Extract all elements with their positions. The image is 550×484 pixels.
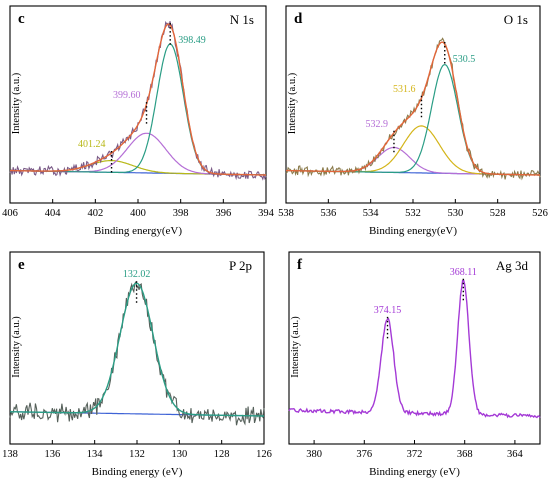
x-tick-label: 534 [363, 208, 380, 219]
x-tick-label: 528 [490, 208, 506, 219]
element-label: Ag 3d [496, 258, 529, 273]
component-peak-line [10, 132, 266, 176]
x-tick-label: 404 [45, 208, 62, 219]
x-tick-label: 368 [457, 449, 473, 460]
peak-label: 530.5 [453, 54, 476, 65]
envelope-fit-line [286, 41, 540, 176]
peak-label: 531.6 [393, 84, 416, 95]
x-axis-label: Binding energy(eV) [369, 225, 457, 237]
x-axis-label: Binding energy (eV) [369, 466, 460, 478]
x-tick-label: 530 [447, 208, 463, 219]
peak-label: 401.24 [78, 139, 106, 150]
peak-label: 532.9 [365, 119, 388, 130]
element-label: O 1s [504, 12, 528, 27]
x-tick-label: 398 [173, 208, 189, 219]
panel-letter: c [18, 11, 25, 27]
panel-letter: e [18, 257, 25, 273]
y-axis-label: Intensity (a.u.) [287, 72, 298, 134]
x-tick-label: 138 [2, 449, 18, 460]
x-tick-label: 376 [356, 449, 372, 460]
x-tick-label: 396 [215, 208, 231, 219]
x-tick-label: 406 [2, 208, 18, 219]
peak-label: 132.02 [123, 269, 151, 280]
x-tick-label: 134 [87, 449, 104, 460]
peak-label: 398.49 [178, 35, 206, 46]
raw-data-line [9, 280, 265, 426]
x-axis-label: Binding energy(eV) [94, 225, 182, 237]
peak-label: 399.60 [113, 90, 141, 101]
raw-data-line [9, 20, 267, 181]
chart-panel-e: 138 136 134 132 130 128 126 Binding energy (eV)… [2, 251, 272, 478]
x-tick-label: 364 [507, 449, 524, 460]
peak-label: 368.11 [450, 267, 477, 278]
x-tick-label: 372 [407, 449, 423, 460]
x-tick-label: 136 [44, 449, 60, 460]
chart-panel-c: 406 404 402 400 398 396 394 Binding energy(eV) I… [2, 5, 275, 237]
y-axis-label: Intensity (a.u.) [290, 316, 301, 378]
x-tick-label: 538 [278, 208, 294, 219]
envelope-fit-line [10, 23, 266, 176]
x-tick-label: 402 [87, 208, 103, 219]
y-axis-label: Intensity (a.u.) [11, 72, 22, 134]
x-tick-label: 526 [532, 208, 548, 219]
x-tick-label: 126 [256, 449, 272, 460]
panel-letter: d [294, 11, 303, 27]
y-axis-label: Intensity (a.u.) [11, 316, 22, 378]
x-tick-label: 394 [258, 208, 275, 219]
element-label: P 2p [229, 258, 252, 273]
x-tick-label: 130 [171, 449, 187, 460]
x-axis-label: Binding energy (eV) [92, 466, 183, 478]
x-tick-label: 532 [405, 208, 421, 219]
raw-data-line [285, 37, 541, 181]
x-tick-label: 400 [130, 208, 146, 219]
x-tick-label: 380 [306, 449, 322, 460]
x-tick-label: 128 [214, 449, 230, 460]
component-peak-line [286, 63, 540, 176]
chart-panel-f: 380 376 372 368 364 Binding energy (eV) Intens… [288, 251, 541, 478]
x-tick-label: 536 [320, 208, 336, 219]
peak-label: 374.15 [374, 305, 402, 316]
x-tick-label: 132 [129, 449, 145, 460]
chart-panel-d: 538 536 534 532 530 528 526 Binding energy(eV) I… [278, 5, 548, 237]
plot-frame [9, 5, 267, 204]
element-label: N 1s [230, 12, 254, 27]
raw-data-line [288, 279, 541, 419]
panel-letter: f [297, 257, 303, 273]
component-peak-line [10, 43, 266, 176]
envelope-fit-line [9, 282, 264, 417]
